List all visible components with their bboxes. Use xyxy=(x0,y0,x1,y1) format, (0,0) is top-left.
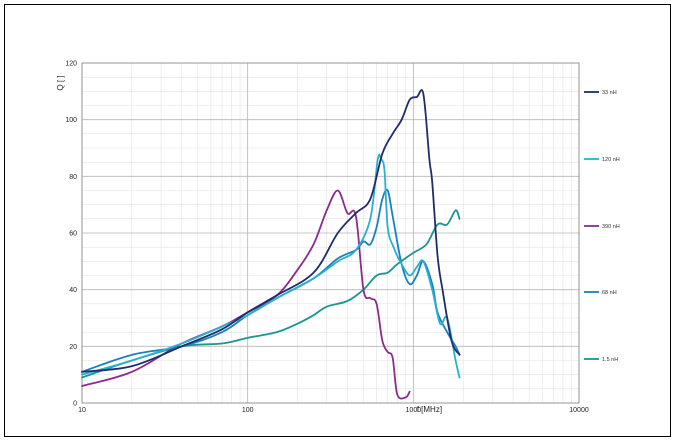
y-tick-label: 20 xyxy=(69,344,77,351)
legend-label-1-5-nh: 1.5 nH xyxy=(602,357,618,363)
x-tick-label: 10 xyxy=(78,407,86,414)
legend-label-390-nh: 390 nH xyxy=(602,224,620,230)
x-tick-label: 1000 xyxy=(406,407,422,414)
y-tick-label: 120 xyxy=(65,61,77,68)
x-axis-label: f [MHz] xyxy=(417,405,442,414)
legend: 33 nH 120 nH 390 nH 68 nH 1.5 nH xyxy=(584,90,620,363)
y-tick-label: 0 xyxy=(73,401,77,408)
series-line-1-5-nh xyxy=(81,209,461,379)
series-line-390-nh xyxy=(81,189,411,400)
legend-label-68-nh: 68 nH xyxy=(602,290,617,296)
x-tick-label: 100 xyxy=(242,407,254,414)
y-tick-label: 80 xyxy=(69,174,77,181)
q-vs-frequency-chart: 10 100 1000 10000 0 20 40 60 80 100 120 Q [ ] f [M… xyxy=(56,61,620,415)
chart-frame: 10 100 1000 10000 0 20 40 60 80 100 120 Q [ ] f [M… xyxy=(4,4,671,437)
legend-label-120-nh: 120 nH xyxy=(602,157,620,163)
plot-area xyxy=(81,62,580,404)
x-tick-label: 10000 xyxy=(569,407,589,414)
y-axis-label: Q [ ] xyxy=(56,75,65,90)
legend-label-33-nh: 33 nH xyxy=(602,90,617,96)
series-line-68-nh xyxy=(81,188,461,373)
y-tick-label: 40 xyxy=(69,287,77,294)
series-lines xyxy=(81,89,461,400)
series-line-120-nh xyxy=(81,153,461,379)
y-tick-label: 100 xyxy=(65,117,77,124)
y-tick-label: 60 xyxy=(69,231,77,238)
axis-ticks: 10 100 1000 10000 0 20 40 60 80 100 120 xyxy=(65,61,589,415)
series-line-33-nh xyxy=(81,89,461,373)
